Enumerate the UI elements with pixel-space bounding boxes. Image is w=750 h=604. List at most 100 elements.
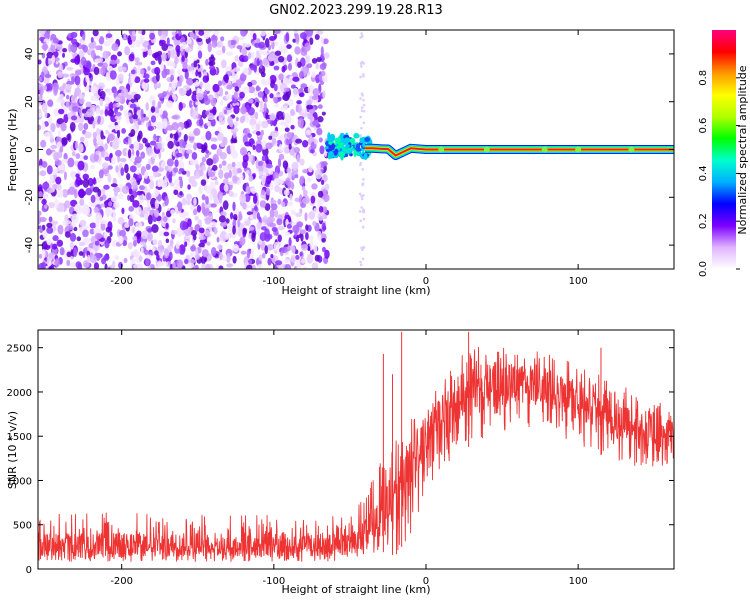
- noise-blob: [77, 122, 84, 131]
- noise-blob: [90, 85, 98, 94]
- noise-blob: [196, 87, 201, 94]
- noise-blob: [274, 41, 279, 47]
- noise-blob: [47, 99, 54, 107]
- noise-blob: [39, 216, 47, 223]
- noise-blob: [141, 230, 149, 240]
- noise-blob: [187, 218, 192, 228]
- noise-blob: [151, 165, 159, 172]
- noise-blob: [210, 144, 218, 150]
- colorbar-tick-label: 0.0: [698, 261, 709, 277]
- noise-blob: [257, 264, 263, 269]
- noise-blob: [244, 42, 251, 48]
- noise-blob: [124, 45, 131, 56]
- noise-blob: [171, 31, 176, 36]
- noise-blob: [121, 127, 126, 134]
- noise-blob: [222, 255, 228, 262]
- noise-blob: [86, 61, 92, 70]
- noise-blob: [277, 234, 282, 243]
- noise-blob: [159, 39, 166, 44]
- noise-blob: [299, 175, 305, 185]
- noise-blob: [165, 222, 169, 229]
- noise-blob: [117, 73, 124, 82]
- noise-blob: [281, 65, 286, 73]
- noise-blob: [292, 224, 300, 234]
- noise-blob: [301, 108, 306, 114]
- noise-blob: [285, 32, 290, 43]
- noise-blob: [127, 136, 132, 147]
- noise-blob: [234, 86, 240, 92]
- noise-blob: [233, 105, 240, 115]
- noise-blob: [230, 148, 236, 155]
- noise-blob: [107, 221, 113, 231]
- noise-blob: [230, 212, 234, 220]
- noise-blob: [248, 226, 255, 231]
- noise-blob: [129, 165, 137, 173]
- noise-blob: [270, 216, 275, 223]
- noise-blob: [133, 93, 141, 100]
- noise-blob: [264, 38, 270, 48]
- snr-line: [38, 346, 674, 562]
- noise-blob: [214, 179, 219, 186]
- noise-blob: [299, 32, 307, 40]
- noise-blob: [157, 142, 163, 149]
- noise-blob: [121, 207, 125, 215]
- noise-blob: [191, 110, 199, 120]
- noise-blob: [280, 134, 285, 139]
- spectrogram-panel: -200 -100 0 100 40 20 0 -20 -40 Height of straig…: [6, 29, 675, 297]
- noise-blob: [115, 111, 122, 117]
- noise-blob: [251, 264, 257, 269]
- noise-blob: [287, 201, 294, 206]
- noise-blob: [195, 248, 199, 255]
- noise-blob: [216, 49, 223, 56]
- noise-blob: [85, 187, 93, 196]
- noise-blob: [54, 258, 60, 268]
- noise-blob: [161, 42, 168, 52]
- noise-blob: [41, 248, 46, 259]
- noise-blob: [309, 241, 314, 251]
- noise-blob: [163, 248, 170, 259]
- noise-blob: [99, 109, 104, 116]
- noise-blob: [78, 93, 85, 100]
- noise-blob: [312, 152, 317, 157]
- noise-blob: [156, 122, 164, 130]
- noise-blob: [191, 230, 198, 237]
- noise-blob: [228, 190, 234, 197]
- noise-blob: [316, 56, 322, 63]
- noise-blob: [305, 232, 309, 240]
- noise-blob: [321, 161, 328, 167]
- noise-blob: [131, 226, 136, 234]
- noise-blob: [48, 265, 55, 269]
- noise-blob: [46, 165, 53, 175]
- noise-blob: [361, 182, 365, 186]
- noise-blob: [311, 183, 318, 190]
- noise-blob: [76, 236, 82, 242]
- noise-blob: [62, 52, 66, 58]
- noise-blob: [315, 62, 319, 70]
- noise-blob: [218, 194, 223, 204]
- noise-blob: [70, 31, 78, 39]
- noise-blob: [128, 218, 134, 227]
- y-tick-label: 20: [24, 95, 35, 108]
- noise-blob: [296, 154, 301, 163]
- noise-blob: [138, 193, 145, 204]
- noise-blob: [47, 60, 53, 65]
- noise-blob: [181, 67, 189, 73]
- noise-blob: [120, 167, 125, 176]
- noise-blob: [202, 75, 210, 83]
- noise-blob: [204, 217, 212, 225]
- noise-blob: [361, 225, 365, 229]
- noise-blob: [93, 153, 99, 162]
- noise-blob: [78, 251, 84, 256]
- noise-blob: [137, 120, 142, 126]
- noise-blob: [360, 35, 364, 39]
- noise-blob: [305, 224, 309, 231]
- noise-blob: [194, 224, 201, 232]
- noise-blob: [154, 106, 160, 114]
- noise-blob: [162, 118, 168, 124]
- noise-blob: [198, 227, 205, 234]
- noise-blob: [57, 50, 63, 55]
- noise-blob: [50, 144, 58, 149]
- noise-blob: [279, 251, 284, 257]
- noise-blob: [152, 238, 158, 246]
